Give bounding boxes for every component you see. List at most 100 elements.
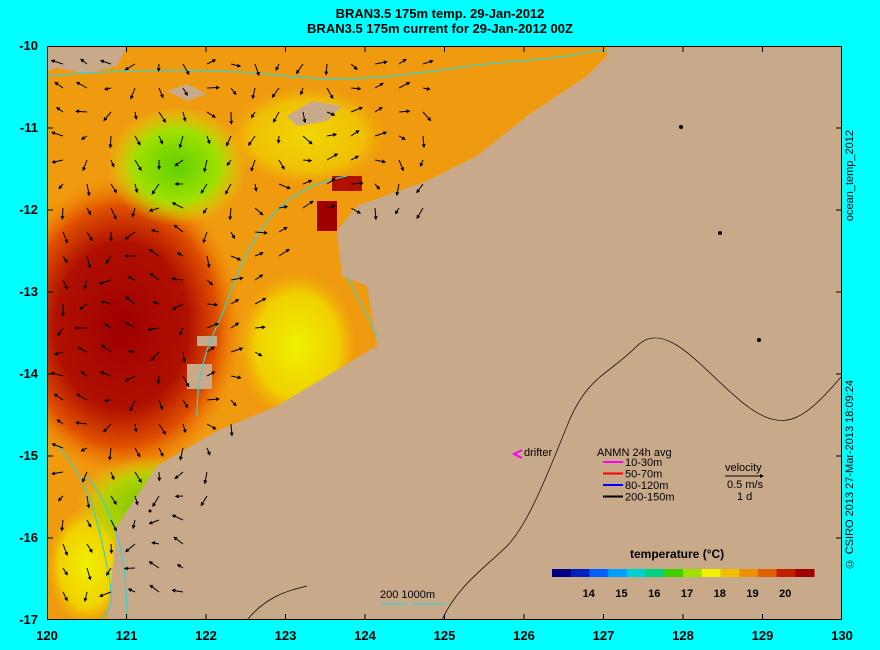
current-arrow (254, 297, 267, 305)
current-arrow (200, 183, 208, 194)
x-tick-label: 125 (433, 628, 456, 643)
current-arrow (394, 207, 400, 215)
current-arrow (398, 58, 407, 65)
current-arrow (110, 519, 117, 532)
current-arrow (182, 423, 187, 434)
current-arrow (105, 255, 112, 265)
current-arrow (230, 255, 242, 261)
current-arrow (152, 301, 160, 305)
anmn-item-label: 200-150m (625, 492, 675, 504)
current-arrow (124, 375, 136, 382)
current-arrow (124, 231, 136, 240)
x-tick-label: 128 (672, 628, 694, 643)
current-arrow (158, 135, 164, 145)
current-arrow (134, 135, 141, 146)
x-tick-label: 126 (513, 628, 535, 643)
current-arrow (51, 159, 64, 164)
colorbar-segment (645, 569, 665, 577)
colorbar-tick-label: 16 (648, 588, 660, 600)
current-arrow (398, 159, 405, 172)
current-arrow (326, 153, 339, 161)
current-arrow (158, 111, 166, 123)
colorbar (552, 569, 815, 577)
current-arrow (422, 59, 434, 65)
x-tick-label: 124 (354, 628, 376, 643)
current-arrow (86, 183, 91, 197)
current-arrow (373, 207, 378, 221)
current-arrow (302, 158, 313, 163)
current-arrow (419, 159, 424, 168)
current-arrow (206, 111, 216, 118)
map-title: BRAN3.5 175m temp. 29-Jan-2012 (335, 6, 545, 21)
current-arrow (109, 543, 114, 555)
x-tick-label: 123 (274, 628, 297, 643)
y-tick-label: -15 (19, 448, 38, 463)
colorbar-tick-label: 17 (681, 588, 693, 600)
current-arrow (254, 63, 260, 77)
current-arrow (230, 347, 244, 353)
current-arrow (151, 541, 160, 546)
current-arrow (133, 423, 138, 433)
current-arrow (124, 321, 136, 329)
current-arrow (62, 567, 68, 576)
current-arrow (350, 106, 364, 113)
current-arrow (108, 135, 113, 149)
current-arrow (123, 566, 136, 571)
current-arrow (86, 207, 92, 216)
current-arrow (80, 447, 88, 452)
colorbar-segment (795, 569, 815, 577)
current-arrow (182, 87, 188, 97)
current-arrow (350, 207, 362, 214)
current-arrow (158, 87, 164, 99)
current-arrow (103, 86, 112, 91)
current-arrow (148, 519, 160, 525)
colorbar-tick-label: 14 (583, 588, 596, 600)
current-arrow (99, 371, 112, 377)
current-arrow (104, 323, 112, 329)
current-arrow (395, 183, 400, 197)
current-arrow (416, 183, 424, 194)
y-tick-label: -13 (19, 284, 38, 299)
station-marker (148, 509, 152, 513)
current-arrow (62, 279, 68, 290)
current-arrow (127, 588, 136, 593)
y-tick-label: -17 (19, 612, 38, 627)
current-arrow (276, 135, 281, 144)
current-arrow (77, 347, 88, 353)
current-arrow (86, 543, 93, 554)
current-arrow (302, 135, 313, 145)
current-arrow (278, 248, 290, 257)
x-tick-label: 127 (592, 628, 615, 643)
current-arrow (171, 588, 184, 593)
warm-core-eddy (47, 176, 242, 476)
current-arrow (182, 111, 187, 122)
current-arrow (171, 277, 184, 282)
current-arrow (179, 447, 184, 461)
current-arrow (278, 205, 289, 210)
current-arrow (100, 344, 112, 353)
ocean-temperature-map: drifter ANMN 24h avg 10-30m50-70m80-120m… (47, 46, 842, 620)
current-arrow (254, 230, 268, 235)
colorbar-title: temperature (°C) (630, 547, 724, 561)
current-arrow (326, 132, 338, 137)
current-arrow (250, 159, 256, 172)
colorbar-tick-label: 15 (615, 588, 627, 600)
current-arrow (50, 59, 64, 65)
current-arrow (82, 471, 88, 483)
current-arrow (124, 63, 136, 71)
current-arrow (50, 131, 64, 137)
current-arrow (422, 86, 431, 91)
current-arrow (58, 183, 64, 190)
current-arrow (83, 279, 88, 290)
current-arrow (110, 471, 115, 481)
current-arrow (398, 109, 411, 114)
x-tick-label: 130 (831, 628, 853, 643)
current-arrow (173, 224, 184, 233)
current-arrow (350, 155, 360, 161)
current-arrow (125, 296, 136, 305)
current-arrow (182, 63, 190, 76)
current-arrow (206, 371, 216, 377)
current-arrow (203, 471, 208, 485)
current-arrow (326, 204, 336, 209)
current-arrow (230, 276, 244, 281)
